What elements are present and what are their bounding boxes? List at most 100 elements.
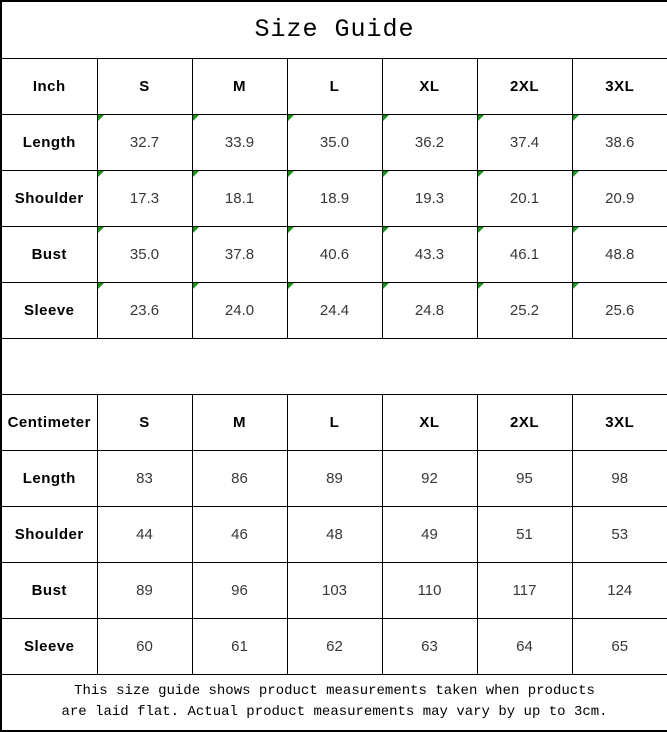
value-cell: 61 [191,617,288,675]
corner-triangle-icon [478,227,485,234]
value-cell: 63 [381,617,478,675]
footer-note-line1: This size guide shows product measuremen… [74,683,595,700]
table-row: Sleeve 60 61 62 63 64 65 [0,617,667,675]
value-cell: 35.0 [286,113,383,171]
value-cell: 37.4 [476,113,573,171]
value-cell: 48 [286,505,383,563]
cell-value: 25.2 [509,301,540,319]
value-cell: 18.9 [286,169,383,227]
corner-triangle-icon [98,283,105,290]
value-cell: 20.9 [571,169,667,227]
value-cell: 17.3 [96,169,193,227]
value-cell: 25.2 [476,281,573,339]
corner-triangle-icon [193,283,200,290]
value-cell: 19.3 [381,169,478,227]
row-label-sleeve: Sleeve [0,617,98,675]
cell-value: 40.6 [319,245,350,263]
cell-value: 43.3 [414,245,445,263]
value-cell: 36.2 [381,113,478,171]
corner-triangle-icon [193,171,200,178]
value-cell: 44 [96,505,193,563]
spacer-cell [0,337,667,395]
value-cell: 117 [476,561,573,619]
table-row: Length 83 86 89 92 95 98 [0,449,667,507]
value-cell: 20.1 [476,169,573,227]
value-cell: 62 [286,617,383,675]
corner-triangle-icon [383,227,390,234]
value-cell: 89 [96,561,193,619]
cell-value: 48.8 [605,245,635,263]
column-header-3xl: 3XL [571,393,667,451]
corner-triangle-icon [288,115,295,122]
cm-header-row: Centimeter S M L XL 2XL 3XL [0,393,667,451]
value-cell: 32.7 [96,113,193,171]
table-row: Length 32.7 33.9 35.0 36.2 37.4 38.6 [0,113,667,171]
value-cell: 43.3 [381,225,478,283]
cell-value: 18.9 [319,189,350,207]
cell-value: 36.2 [414,133,445,151]
value-cell: 86 [191,449,288,507]
footer-row: This size guide shows product measuremen… [0,673,667,732]
row-label-bust: Bust [0,225,98,283]
value-cell: 89 [286,449,383,507]
corner-triangle-icon [98,115,105,122]
value-cell: 48.8 [571,225,667,283]
value-cell: 53 [571,505,667,563]
value-cell: 103 [286,561,383,619]
value-cell: 24.4 [286,281,383,339]
value-cell: 49 [381,505,478,563]
value-cell: 92 [381,449,478,507]
cell-value: 23.6 [129,301,160,319]
table-row: Bust 89 96 103 110 117 124 [0,561,667,619]
value-cell: 51 [476,505,573,563]
cell-value: 35.0 [319,133,350,151]
corner-triangle-icon [383,283,390,290]
corner-triangle-icon [288,283,295,290]
value-cell: 95 [476,449,573,507]
cell-value: 38.6 [605,133,635,151]
value-cell: 98 [571,449,667,507]
column-header-2xl: 2XL [476,393,573,451]
corner-triangle-icon [98,227,105,234]
cell-value: 32.7 [129,133,160,151]
row-label-shoulder: Shoulder [0,169,98,227]
inch-header-row: Inch S M L XL 2XL 3XL [0,57,667,115]
value-cell: 60 [96,617,193,675]
value-cell: 83 [96,449,193,507]
value-cell: 24.8 [381,281,478,339]
footer-note: This size guide shows product measuremen… [0,673,667,732]
column-header-s: S [96,57,193,115]
corner-triangle-icon [98,171,105,178]
table-row: Shoulder 17.3 18.1 18.9 19.3 20.1 20.9 [0,169,667,227]
value-cell: 37.8 [191,225,288,283]
value-cell: 18.1 [191,169,288,227]
corner-triangle-icon [383,171,390,178]
cell-value: 18.1 [224,189,255,207]
unit-header-inch: Inch [0,57,98,115]
corner-triangle-icon [288,171,295,178]
corner-triangle-icon [478,171,485,178]
cell-value: 37.8 [224,245,255,263]
corner-triangle-icon [478,115,485,122]
unit-header-centimeter: Centimeter [0,393,98,451]
column-header-l: L [286,57,383,115]
table-row: Sleeve 23.6 24.0 24.4 24.8 25.2 25.6 [0,281,667,339]
value-cell: 40.6 [286,225,383,283]
cell-value: 37.4 [509,133,540,151]
cell-value: 25.6 [605,301,635,319]
value-cell: 110 [381,561,478,619]
value-cell: 23.6 [96,281,193,339]
cell-value: 35.0 [129,245,160,263]
row-label-shoulder: Shoulder [0,505,98,563]
column-header-xl: XL [381,393,478,451]
column-header-m: M [191,57,288,115]
value-cell: 33.9 [191,113,288,171]
value-cell: 124 [571,561,667,619]
cell-value: 24.0 [224,301,255,319]
cell-value: 24.8 [414,301,445,319]
value-cell: 96 [191,561,288,619]
corner-triangle-icon [573,115,580,122]
table-row: Bust 35.0 37.8 40.6 43.3 46.1 48.8 [0,225,667,283]
